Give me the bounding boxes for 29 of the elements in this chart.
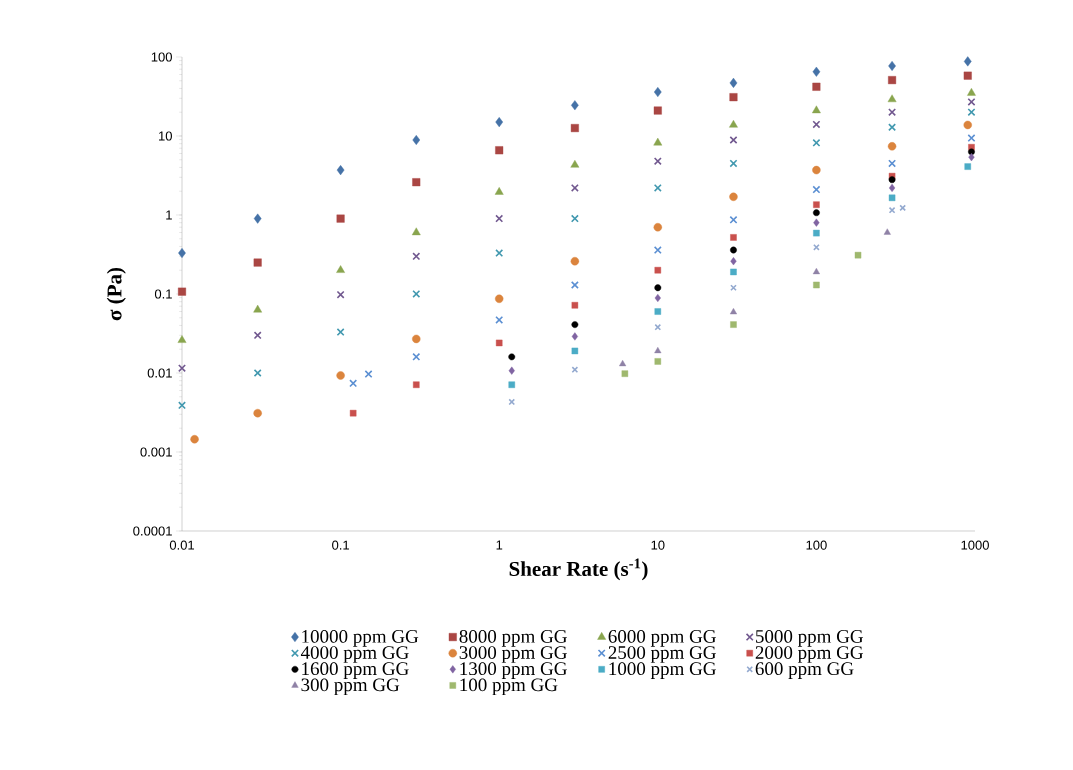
x-tick-label: 10	[651, 540, 665, 550]
x-tick-label: 1	[496, 540, 503, 550]
legend-label: 5000 ppm GG	[756, 630, 864, 647]
legend-label: 600 ppm GG	[755, 662, 854, 679]
x-tick-label: 1000	[961, 540, 989, 550]
legend-label: 1600 ppm GG	[302, 662, 409, 679]
y-tick-label: 0.1	[154, 289, 172, 299]
y-tick-label: 100	[151, 52, 172, 62]
y-tick-label: 1	[166, 210, 172, 220]
legend-label: 100 ppm GG	[460, 678, 558, 696]
y-tick-label: 10	[159, 131, 172, 141]
y-tick-label: 0.01	[147, 368, 172, 378]
legend-label: 10000 ppm GG	[302, 630, 419, 647]
y-axis-title: σ (Pa)	[106, 267, 126, 321]
x-tick-label: 100	[806, 540, 827, 550]
y-tick-label: 0.0001	[133, 526, 172, 536]
legend-label: 2000 ppm GG	[755, 646, 864, 663]
legend-label: 4000 ppm GG	[300, 646, 409, 663]
legend-label: 6000 ppm GG	[608, 630, 716, 647]
legend-label: 2500 ppm GG	[608, 646, 716, 663]
x-tick-label: 0.1	[332, 540, 350, 550]
y-tick-label: 0.001	[140, 447, 172, 457]
legend-label: 1300 ppm GG	[460, 662, 567, 679]
legend-label: 8000 ppm GG	[459, 630, 567, 647]
legend-label: 1000 ppm GG	[609, 662, 716, 679]
legend-label: 300 ppm GG	[301, 678, 400, 696]
legend-label: 3000 ppm GG	[459, 646, 567, 663]
x-tick-label: 0.01	[169, 540, 195, 550]
x-axis-title: Shear Rate (s$^{-1}$)	[509, 558, 648, 581]
